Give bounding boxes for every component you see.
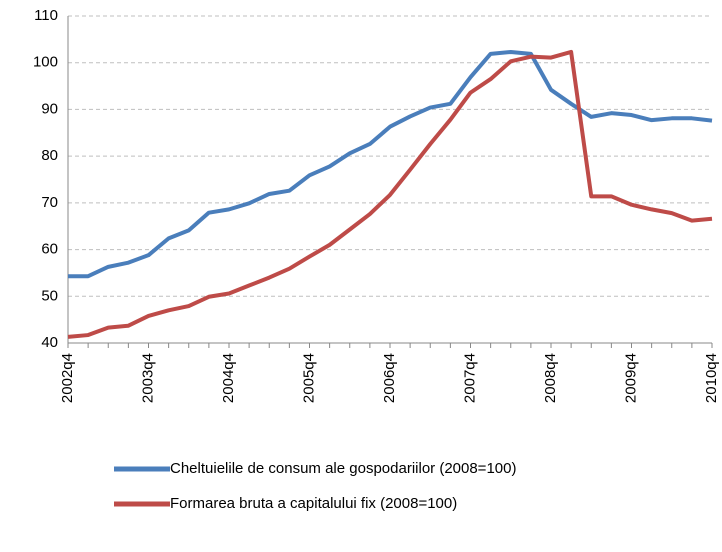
line-series — [68, 49, 713, 279]
y-tick-label: 50 — [41, 287, 58, 304]
x-tick-label: 2010q4 — [703, 353, 720, 403]
legend-label: Formarea bruta a capitalului fix (2008=1… — [170, 495, 457, 512]
y-tick-label: 110 — [34, 7, 58, 24]
y-tick-label: 90 — [41, 100, 58, 117]
x-tick-label: 2007q4 — [461, 353, 478, 403]
x-tick-label: 2008q4 — [542, 353, 559, 403]
y-tick-label: 100 — [33, 54, 58, 71]
x-tick-label: 2009q4 — [622, 353, 639, 403]
x-tick-label: 2002q4 — [59, 353, 76, 403]
x-tick-label: 2006q4 — [381, 353, 398, 403]
y-tick-label: 40 — [41, 334, 58, 351]
y-tick-label: 60 — [41, 241, 58, 258]
x-tick-label: 2005q4 — [300, 353, 317, 403]
line-series — [67, 49, 713, 339]
x-tick-label: 2004q4 — [220, 353, 237, 403]
legend-label: Cheltuielile de consum ale gospodariilor… — [170, 460, 516, 477]
y-tick-label: 70 — [41, 194, 58, 211]
x-tick-label: 2003q4 — [139, 353, 156, 403]
y-tick-label: 80 — [41, 147, 58, 164]
